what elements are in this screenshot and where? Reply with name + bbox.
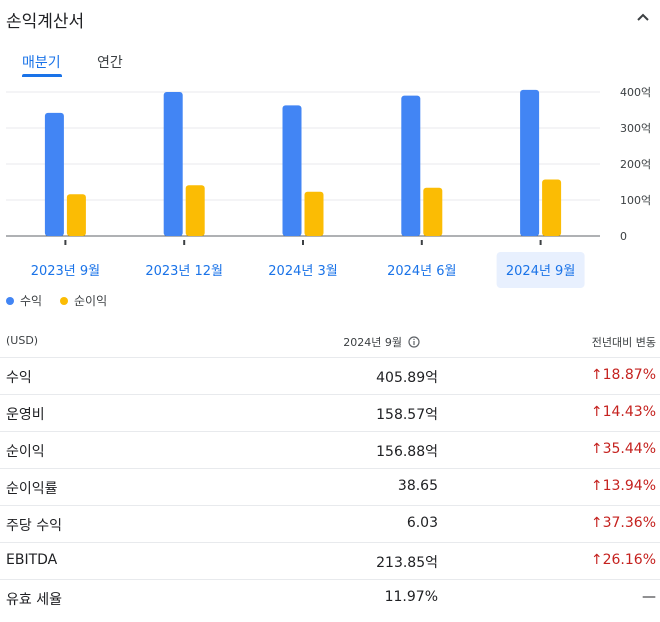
row-change: ↑26.16%	[591, 552, 656, 568]
change-value: 18.87%	[602, 367, 656, 383]
legend-item-net-income: 순이익	[60, 292, 107, 309]
legend-label: 수익	[20, 294, 43, 308]
legend-label: 순이익	[74, 294, 108, 308]
arrow-up-icon: ↑	[590, 404, 603, 420]
row-label: 운영비	[6, 407, 45, 423]
section-title: 손익계산서	[6, 12, 85, 32]
arrow-up-icon: ↑	[590, 478, 603, 494]
row-change: ↑13.94%	[591, 478, 656, 494]
table-row: 수익 405.89억 ↑18.87%	[0, 358, 660, 395]
yoy-change-header: 전년대비 변동	[591, 336, 656, 349]
row-change: —	[642, 589, 656, 605]
row-label: EBITDA	[6, 552, 58, 568]
net-income-bar[interactable]	[185, 185, 205, 236]
row-change: ↑18.87%	[591, 367, 656, 383]
net-income-bar[interactable]	[304, 191, 324, 236]
period-label: 2024년 9월	[343, 336, 402, 349]
row-value: 6.03	[406, 515, 438, 531]
period-tabs: 매분기 연간	[0, 48, 300, 80]
arrow-up-icon: ↑	[590, 515, 603, 531]
y-tick-label: 0	[620, 230, 627, 243]
arrow-up-icon: ↑	[590, 367, 603, 383]
row-label: 순이익률	[6, 481, 58, 497]
y-tick-label: 300억	[620, 122, 651, 135]
change-value: 37.36%	[602, 515, 656, 531]
change-value: 35.44%	[602, 441, 656, 457]
currency-unit: (USD)	[6, 334, 39, 347]
change-value: 13.94%	[602, 478, 656, 494]
table-header: (USD) 2024년 9월 전년대비 변동	[0, 322, 660, 358]
tab-quarterly[interactable]: 매분기	[22, 55, 61, 71]
section-header: 손익계산서	[0, 0, 660, 36]
net-income-dot-icon	[60, 297, 68, 305]
active-tab-indicator	[22, 74, 62, 77]
x-tick-label[interactable]: 2023년 9월	[31, 264, 100, 279]
row-value: 156.88억	[376, 444, 438, 460]
net-income-bar[interactable]	[542, 179, 562, 236]
info-icon[interactable]	[408, 336, 420, 348]
table-row: 주당 수익 6.03 ↑37.36%	[0, 506, 660, 543]
row-change: ↑35.44%	[591, 441, 656, 457]
revenue-bar[interactable]	[401, 95, 421, 236]
net-income-bar[interactable]	[66, 194, 86, 236]
row-value: 38.65	[397, 478, 438, 494]
arrow-up-icon: ↑	[590, 441, 603, 457]
table-row: EBITDA 213.85억 ↑26.16%	[0, 543, 660, 580]
row-label: 주당 수익	[6, 518, 62, 534]
table-body: 수익 405.89억 ↑18.87% 운영비 158.57억 ↑14.43% 순이익 156.…	[0, 358, 660, 617]
change-value: —	[642, 589, 656, 605]
legend-item-revenue: 수익	[6, 292, 42, 309]
period-header: 2024년 9월	[343, 334, 420, 350]
y-tick-label: 200억	[620, 158, 651, 171]
row-change: ↑14.43%	[591, 404, 656, 420]
row-label: 수익	[6, 370, 32, 386]
table-row: 운영비 158.57억 ↑14.43%	[0, 395, 660, 432]
row-value: 158.57억	[376, 407, 438, 423]
table-row: 순이익률 38.65 ↑13.94%	[0, 469, 660, 506]
row-label: 유효 세율	[6, 592, 62, 608]
revenue-dot-icon	[6, 297, 14, 305]
chevron-up-icon[interactable]	[634, 8, 652, 26]
row-value: 213.85억	[376, 555, 438, 571]
net-income-bar[interactable]	[423, 187, 443, 236]
revenue-bar[interactable]	[44, 112, 64, 236]
x-tick-label[interactable]: 2024년 9월	[506, 264, 575, 279]
selected-period-highlight	[496, 252, 585, 288]
x-tick-label[interactable]: 2023년 12월	[145, 264, 223, 279]
row-value: 405.89억	[376, 370, 438, 386]
change-value: 26.16%	[602, 552, 656, 568]
y-tick-label: 400억	[620, 86, 651, 99]
y-tick-label: 100억	[620, 194, 651, 207]
revenue-bar[interactable]	[282, 105, 302, 236]
table-row: 순이익 156.88억 ↑35.44%	[0, 432, 660, 469]
row-value: 11.97%	[384, 589, 438, 605]
row-label: 순이익	[6, 444, 45, 460]
tab-annual[interactable]: 연간	[97, 55, 123, 71]
income-bar-chart: 0 100억 200억 300억 400억 2023년 9월 2023년 12월 2024년 …	[6, 86, 651, 288]
table-row: 유효 세율 11.97% —	[0, 580, 660, 617]
x-tick-label[interactable]: 2024년 6월	[387, 264, 456, 279]
revenue-bar[interactable]	[163, 92, 183, 236]
income-statement-table: (USD) 2024년 9월 전년대비 변동 수익 405.89억 ↑18.87% 운…	[0, 322, 660, 617]
arrow-up-icon: ↑	[590, 552, 603, 568]
row-change: ↑37.36%	[591, 515, 656, 531]
revenue-bar[interactable]	[520, 89, 540, 236]
change-value: 14.43%	[602, 404, 656, 420]
x-tick-label[interactable]: 2024년 3월	[268, 264, 337, 279]
